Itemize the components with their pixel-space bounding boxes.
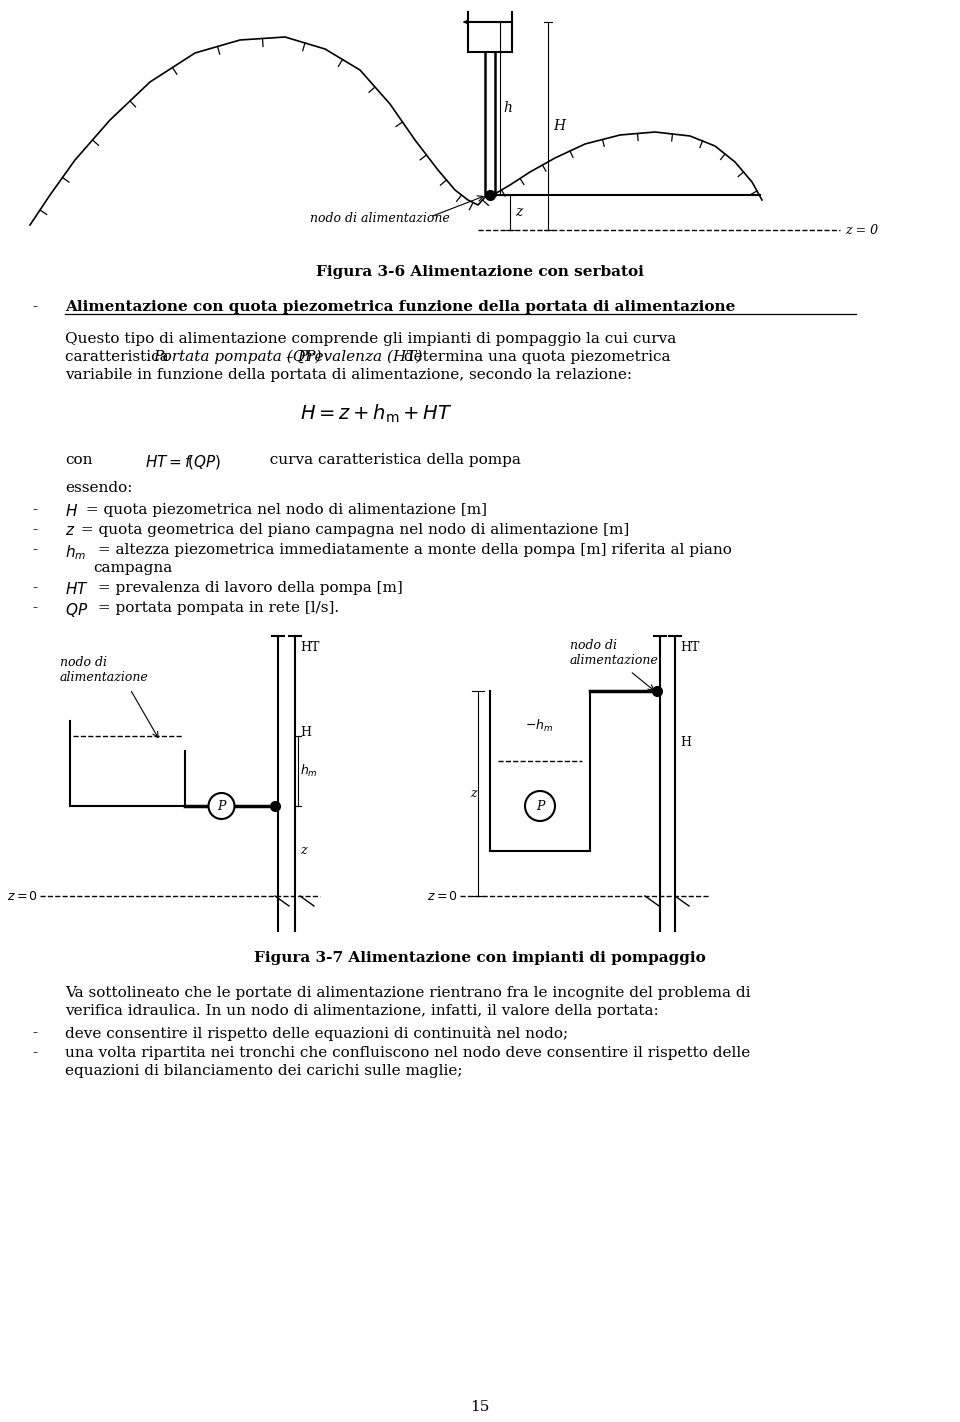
Text: Questo tipo di alimentazione comprende gli impianti di pompaggio la cui curva: Questo tipo di alimentazione comprende g… bbox=[65, 331, 676, 346]
Text: $HT = f\!\left(QP\right)$: $HT = f\!\left(QP\right)$ bbox=[145, 454, 221, 471]
Text: HT: HT bbox=[300, 641, 320, 654]
Text: -: - bbox=[32, 602, 37, 614]
Text: Alimentazione con quota piezometrica funzione della portata di alimentazione: Alimentazione con quota piezometrica fun… bbox=[65, 300, 735, 314]
Text: h: h bbox=[503, 101, 512, 115]
Text: alimentazione: alimentazione bbox=[60, 671, 149, 684]
Text: -: - bbox=[32, 1047, 37, 1059]
Text: H: H bbox=[680, 737, 691, 749]
Text: nodo di alimentazione: nodo di alimentazione bbox=[310, 212, 449, 225]
Text: -: - bbox=[32, 1027, 37, 1039]
Text: Portata pompata (QP): Portata pompata (QP) bbox=[153, 350, 322, 364]
Text: $H = z + h_{\mathrm{m}} + HT$: $H = z + h_{\mathrm{m}} + HT$ bbox=[300, 402, 453, 425]
Text: z: z bbox=[300, 845, 306, 857]
Text: H: H bbox=[300, 727, 311, 739]
Text: $-h_m$: $-h_m$ bbox=[525, 718, 553, 734]
Text: = quota piezometrica nel nodo di alimentazione [m]: = quota piezometrica nel nodo di aliment… bbox=[81, 503, 487, 518]
Text: nodo di: nodo di bbox=[570, 638, 617, 653]
Text: determina una quota piezometrica: determina una quota piezometrica bbox=[399, 350, 670, 364]
Text: $h_m$: $h_m$ bbox=[300, 764, 318, 779]
Text: con: con bbox=[65, 454, 92, 466]
Text: $QP$: $QP$ bbox=[65, 602, 88, 619]
Text: -: - bbox=[32, 523, 37, 538]
Text: Figura 3-7 Alimentazione con impianti di pompaggio: Figura 3-7 Alimentazione con impianti di… bbox=[254, 951, 706, 966]
Text: = portata pompata in rete [l/s].: = portata pompata in rete [l/s]. bbox=[93, 602, 339, 614]
Circle shape bbox=[525, 791, 555, 820]
Text: $h_m$: $h_m$ bbox=[65, 543, 86, 562]
Text: Va sottolineato che le portate di alimentazione rientrano fra le incognite del p: Va sottolineato che le portate di alimen… bbox=[65, 985, 751, 1000]
Text: = prevalenza di lavoro della pompa [m]: = prevalenza di lavoro della pompa [m] bbox=[93, 582, 403, 594]
Text: HT: HT bbox=[680, 641, 700, 654]
Text: nodo di: nodo di bbox=[60, 656, 107, 668]
Text: -: - bbox=[32, 582, 37, 594]
Text: P: P bbox=[217, 799, 226, 812]
Text: curva caratteristica della pompa: curva caratteristica della pompa bbox=[260, 454, 521, 466]
Text: alimentazione: alimentazione bbox=[570, 654, 659, 667]
Text: = altezza piezometrica immediatamente a monte della pompa [m] riferita al piano: = altezza piezometrica immediatamente a … bbox=[93, 543, 732, 557]
Text: variabile in funzione della portata di alimentazione, secondo la relazione:: variabile in funzione della portata di a… bbox=[65, 368, 632, 383]
Text: $z$: $z$ bbox=[65, 523, 75, 538]
Text: 15: 15 bbox=[470, 1401, 490, 1413]
Text: equazioni di bilanciamento dei carichi sulle maglie;: equazioni di bilanciamento dei carichi s… bbox=[65, 1064, 463, 1078]
Text: una volta ripartita nei tronchi che confluiscono nel nodo deve consentire il ris: una volta ripartita nei tronchi che conf… bbox=[65, 1047, 751, 1059]
Text: -: - bbox=[32, 503, 37, 518]
Text: deve consentire il rispetto delle equazioni di continuità nel nodo;: deve consentire il rispetto delle equazi… bbox=[65, 1027, 568, 1041]
Text: $z = 0$: $z = 0$ bbox=[427, 890, 458, 903]
Text: P: P bbox=[536, 799, 544, 812]
Text: –: – bbox=[281, 350, 299, 364]
Text: $H$: $H$ bbox=[65, 503, 78, 519]
Text: z: z bbox=[470, 786, 476, 801]
Text: caratteristica: caratteristica bbox=[65, 350, 174, 364]
Text: z = 0: z = 0 bbox=[845, 223, 878, 236]
Text: Figura 3-6 Alimentazione con serbatoi: Figura 3-6 Alimentazione con serbatoi bbox=[316, 264, 644, 279]
Text: Prevalenza (HT): Prevalenza (HT) bbox=[297, 350, 422, 364]
Text: H: H bbox=[553, 119, 565, 134]
Text: z: z bbox=[515, 206, 522, 219]
Text: = quota geometrica del piano campagna nel nodo di alimentazione [m]: = quota geometrica del piano campagna ne… bbox=[76, 523, 629, 538]
Text: campagna: campagna bbox=[93, 562, 172, 574]
Text: $HT$: $HT$ bbox=[65, 582, 88, 597]
Circle shape bbox=[208, 793, 234, 819]
Text: essendo:: essendo: bbox=[65, 481, 132, 495]
Text: verifica idraulica. In un nodo di alimentazione, infatti, il valore della portat: verifica idraulica. In un nodo di alimen… bbox=[65, 1004, 659, 1018]
Text: $z = 0$: $z = 0$ bbox=[7, 890, 38, 903]
Text: -: - bbox=[32, 300, 37, 314]
Text: -: - bbox=[32, 543, 37, 557]
